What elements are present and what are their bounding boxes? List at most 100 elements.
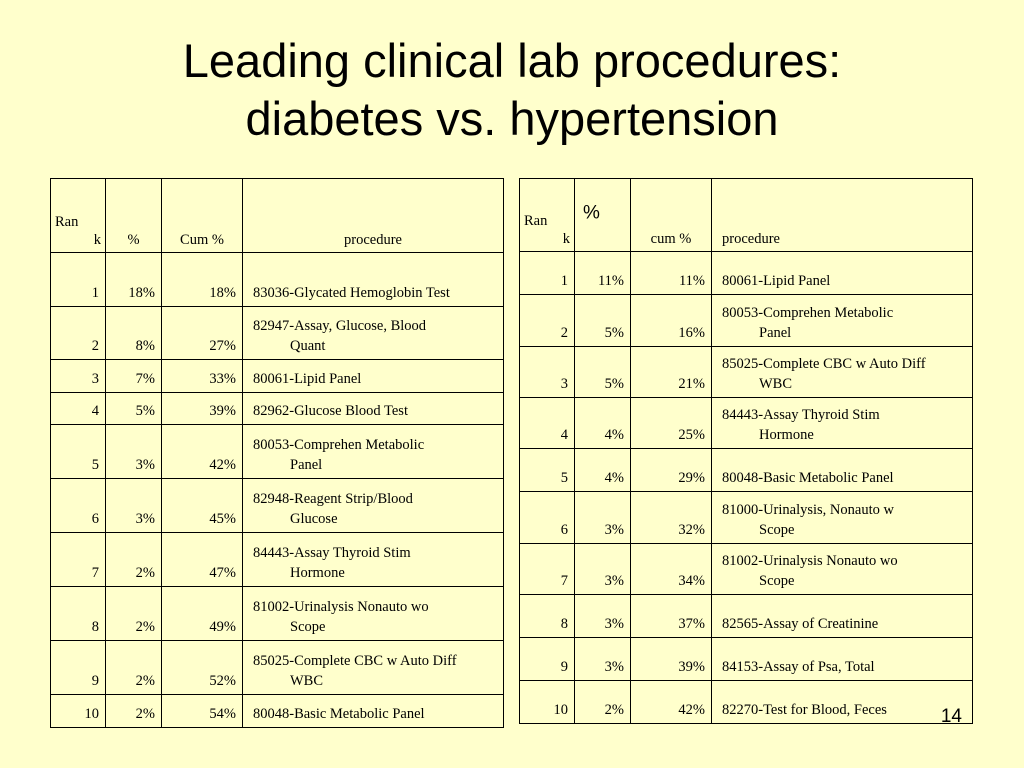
hypertension-procedures-table: Ran k % cum % procedure 1 11% 11% 80061-Lip…	[519, 178, 973, 724]
pct-cell: 11%	[574, 251, 631, 295]
pct-header: %	[574, 178, 631, 252]
slide-title-line-2: diabetes vs. hypertension	[245, 92, 779, 145]
pct-cell: 2%	[574, 680, 631, 724]
procedure-name: 83036-Glycated Hemoglobin Test	[253, 285, 450, 301]
table-header-row: Ran k % Cum % procedure	[50, 178, 504, 253]
cum-pct-cell: 18%	[161, 252, 243, 307]
procedure-cell: 82947-Assay, Glucose, Blood Quant	[242, 306, 504, 360]
rank-cell: 4	[50, 392, 106, 425]
procedure-cell: 80053-Comprehen Metabolic Panel	[242, 424, 504, 479]
cum-pct-header: cum %	[630, 178, 712, 252]
cum-pct-cell: 32%	[630, 491, 712, 544]
cum-pct-cell: 39%	[630, 637, 712, 681]
procedure-cell: 83036-Glycated Hemoglobin Test	[242, 252, 504, 307]
procedure-cell: 81000-Urinalysis, Nonauto w Scope	[711, 491, 973, 544]
table-row: 10 2% 54% 80048-Basic Metabolic Panel	[50, 694, 504, 728]
procedure-header: procedure	[711, 178, 973, 252]
rank-cell: 5	[519, 448, 575, 492]
procedure-header: procedure	[242, 178, 504, 253]
procedure-cell: 84443-Assay Thyroid Stim Hormone	[711, 397, 973, 449]
cum-pct-cell: 42%	[161, 424, 243, 479]
table-row: 6 3% 45% 82948-Reagent Strip/Blood Glucose	[50, 478, 504, 533]
table-header-row: Ran k % cum % procedure	[519, 178, 973, 252]
procedure-name: 80048-Basic Metabolic Panel	[253, 706, 425, 722]
table-row: 4 5% 39% 82962-Glucose Blood Test	[50, 392, 504, 425]
rank-cell: 2	[50, 306, 106, 360]
procedure-name-continued: Panel	[290, 457, 323, 473]
procedure-cell: 82962-Glucose Blood Test	[242, 392, 504, 425]
rank-cell: 2	[519, 294, 575, 347]
procedure-name-continued: Glucose	[290, 511, 338, 527]
table-row: 4 4% 25% 84443-Assay Thyroid Stim Hormone	[519, 397, 973, 449]
cum-pct-cell: 29%	[630, 448, 712, 492]
procedure-cell: 81002-Urinalysis Nonauto wo Scope	[711, 543, 973, 595]
procedure-name: 80061-Lipid Panel	[722, 273, 831, 289]
procedure-name: 80053-Comprehen Metabolic	[722, 305, 894, 321]
cum-pct-cell: 11%	[630, 251, 712, 295]
procedure-cell: 80048-Basic Metabolic Panel	[711, 448, 973, 492]
pct-cell: 5%	[574, 346, 631, 398]
procedure-name-continued: Panel	[759, 325, 792, 341]
table-row: 8 2% 49% 81002-Urinalysis Nonauto wo Scope	[50, 586, 504, 641]
pct-header: %	[105, 178, 162, 253]
table-row: 2 5% 16% 80053-Comprehen Metabolic Panel	[519, 294, 973, 347]
procedure-name: 85025-Complete CBC w Auto Diff	[253, 653, 457, 669]
procedure-name: 82565-Assay of Creatinine	[722, 616, 879, 632]
procedure-name: 82962-Glucose Blood Test	[253, 403, 408, 419]
procedure-cell: 85025-Complete CBC w Auto Diff WBC	[242, 640, 504, 695]
pct-cell: 3%	[574, 543, 631, 595]
rank-cell: 1	[519, 251, 575, 295]
pct-cell: 4%	[574, 448, 631, 492]
cum-pct-cell: 54%	[161, 694, 243, 728]
table-row: 9 3% 39% 84153-Assay of Psa, Total	[519, 637, 973, 681]
cum-pct-cell: 16%	[630, 294, 712, 347]
procedure-name: 84153-Assay of Psa, Total	[722, 659, 875, 675]
pct-cell: 2%	[105, 640, 162, 695]
procedure-name: 82947-Assay, Glucose, Blood	[253, 318, 427, 334]
rank-cell: 1	[50, 252, 106, 307]
slide-title: Leading clinical lab procedures: diabete…	[0, 32, 1024, 148]
cum-pct-cell: 39%	[161, 392, 243, 425]
rank-cell: 10	[50, 694, 106, 728]
procedure-cell: 80053-Comprehen Metabolic Panel	[711, 294, 973, 347]
cum-pct-cell: 37%	[630, 594, 712, 638]
pct-cell: 5%	[105, 392, 162, 425]
rank-cell: 10	[519, 680, 575, 724]
table-row: 1 11% 11% 80061-Lipid Panel	[519, 251, 973, 295]
procedure-name-continued: Hormone	[759, 427, 814, 443]
slide-title-line-1: Leading clinical lab procedures:	[182, 34, 842, 87]
pct-cell: 8%	[105, 306, 162, 360]
rank-cell: 9	[519, 637, 575, 681]
cum-pct-cell: 49%	[161, 586, 243, 641]
procedure-cell: 85025-Complete CBC w Auto Diff WBC	[711, 346, 973, 398]
procedure-name: 81000-Urinalysis, Nonauto w	[722, 502, 894, 518]
table-row: 5 3% 42% 80053-Comprehen Metabolic Panel	[50, 424, 504, 479]
table-row: 8 3% 37% 82565-Assay of Creatinine	[519, 594, 973, 638]
pct-cell: 4%	[574, 397, 631, 449]
procedure-name: 81002-Urinalysis Nonauto wo	[253, 599, 429, 615]
pct-cell: 2%	[105, 694, 162, 728]
cum-pct-cell: 27%	[161, 306, 243, 360]
procedure-name-continued: Scope	[759, 522, 795, 538]
table-row: 9 2% 52% 85025-Complete CBC w Auto Diff WBC	[50, 640, 504, 695]
table-row: 2 8% 27% 82947-Assay, Glucose, Blood Quant	[50, 306, 504, 360]
rank-cell: 9	[50, 640, 106, 695]
cum-pct-cell: 33%	[161, 359, 243, 393]
pct-cell: 3%	[105, 424, 162, 479]
cum-pct-header: Cum %	[161, 178, 243, 253]
table-row: 5 4% 29% 80048-Basic Metabolic Panel	[519, 448, 973, 492]
procedure-cell: 80061-Lipid Panel	[242, 359, 504, 393]
procedure-name: 82270-Test for Blood, Feces	[722, 702, 887, 718]
rank-header: Ran k	[519, 178, 575, 252]
rank-cell: 8	[519, 594, 575, 638]
procedure-cell: 82565-Assay of Creatinine	[711, 594, 973, 638]
rank-cell: 3	[50, 359, 106, 393]
pct-cell: 3%	[574, 594, 631, 638]
procedure-name-continued: Scope	[290, 619, 326, 635]
procedure-name-continued: WBC	[290, 673, 324, 689]
table-row: 3 7% 33% 80061-Lipid Panel	[50, 359, 504, 393]
table-row: 1 18% 18% 83036-Glycated Hemoglobin Test	[50, 252, 504, 307]
pct-cell: 2%	[105, 532, 162, 587]
procedure-name: 84443-Assay Thyroid Stim	[722, 407, 880, 423]
procedure-name: 80048-Basic Metabolic Panel	[722, 470, 894, 486]
